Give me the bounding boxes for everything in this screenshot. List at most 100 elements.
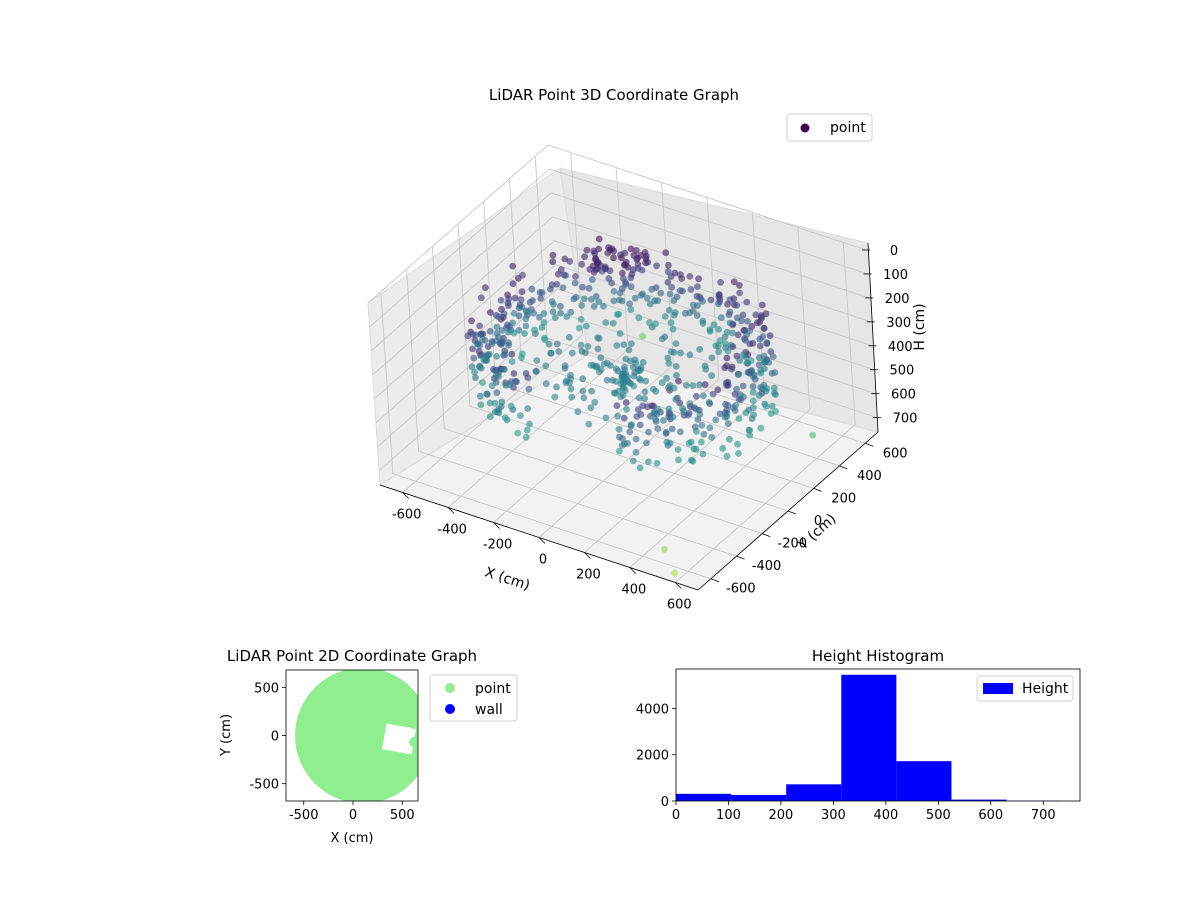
point-3d-157 [762, 402, 770, 410]
point-3d-672 [540, 319, 548, 326]
point-3d-379 [740, 351, 747, 359]
point-3d-554 [536, 313, 543, 321]
point-3d-704 [588, 295, 595, 303]
point-3d-506 [687, 286, 695, 293]
point-3d-582 [665, 306, 673, 314]
point-3d-656 [549, 258, 557, 266]
point-3d-403 [677, 349, 684, 357]
y-tick-label-3d-1: -400 [752, 559, 782, 574]
point-3d-702 [562, 272, 570, 279]
point-3d-480 [715, 293, 723, 300]
point-3d-427 [568, 349, 576, 357]
point-3d-563 [690, 301, 697, 309]
ticks-2d: -500 0 500 -500 0 500 [249, 681, 414, 823]
point-3d-205 [517, 412, 524, 419]
point-3d-175 [749, 397, 757, 405]
point-3d-394 [464, 332, 472, 340]
x-tick-label-hist-5: 500 [926, 808, 951, 823]
point-3d-10 [629, 457, 637, 465]
point-3d-500 [565, 333, 573, 341]
ticks-hist: 0 100 200 300 400 500 600 700 0 2000 4000 [636, 702, 1056, 823]
point-3d-54 [633, 413, 641, 420]
histogram-bar-2 [786, 784, 842, 801]
point-3d-336 [752, 311, 760, 319]
point-3d-479 [508, 358, 516, 365]
y-tick-3d-4 [813, 488, 822, 492]
point-3d-709 [577, 316, 585, 323]
point-3d-66 [666, 439, 674, 447]
point-3d-199 [641, 388, 649, 396]
point-3d-259 [567, 385, 575, 393]
point-3d-463 [658, 335, 666, 343]
point-3d-302 [612, 378, 620, 385]
histogram-bar-3 [841, 674, 897, 801]
point-3d-624 [666, 290, 674, 298]
point-3d-662 [509, 262, 517, 270]
point-3d-131 [735, 415, 743, 422]
point-3d-173 [771, 389, 778, 397]
point-3d-654 [633, 247, 640, 254]
point-3d-708 [595, 298, 603, 306]
point-3d-27 [632, 435, 640, 443]
point-3d-424 [468, 363, 476, 371]
point-3d-419 [501, 351, 509, 358]
point-3d-536 [676, 271, 684, 278]
point-3d-691 [566, 258, 574, 265]
point-3d-120 [732, 401, 740, 409]
point-3d-371 [664, 354, 672, 362]
point-3d-91 [693, 428, 700, 435]
point-3d-56 [624, 439, 631, 447]
point-3d-275 [736, 356, 744, 364]
point-3d-320 [702, 365, 710, 373]
point-3d-483 [693, 312, 701, 319]
point-3d-73 [726, 435, 733, 443]
point-3d-410 [733, 314, 741, 322]
point-3d-705 [595, 235, 603, 243]
point-3d-324 [491, 399, 499, 407]
point-3d-14 [675, 456, 682, 464]
point-3d-168 [672, 396, 680, 403]
point-3d-215 [591, 398, 599, 406]
legend-2d-label-point: point [475, 681, 511, 697]
point-3d-258 [658, 379, 666, 387]
point-3d-530 [505, 295, 513, 303]
point-3d-685 [627, 306, 635, 313]
point-3d-72 [734, 440, 741, 448]
point-3d-590 [671, 309, 679, 316]
point-3d-228 [771, 369, 779, 376]
point-3d-693 [634, 264, 642, 272]
point-3d-502 [706, 328, 714, 335]
point-3d-366 [727, 342, 735, 349]
point-3d-156 [755, 391, 763, 399]
point-3d-698 [580, 295, 588, 303]
point-3d-16 [645, 458, 652, 466]
point-3d-321 [477, 401, 485, 409]
point-3d-361 [532, 367, 540, 375]
point-3d-675 [635, 314, 643, 322]
point-3d-240 [508, 350, 516, 358]
chart-3d: LiDAR Point 3D Coordinate Graph -600 -400… [367, 86, 928, 613]
point-3d-63 [613, 402, 621, 409]
point-3d-74 [692, 445, 700, 453]
point-3d-144 [650, 410, 658, 417]
y-tick-3d-1 [736, 555, 745, 560]
x-tick-3d-6 [675, 582, 682, 589]
point-3d-653 [610, 297, 618, 305]
point-3d-413 [715, 348, 722, 356]
point-3d-489 [717, 279, 724, 286]
point-3d-659 [557, 266, 565, 274]
point-3d-637 [664, 268, 672, 275]
point-3d-222 [749, 388, 757, 396]
point-3d-607 [541, 334, 548, 342]
point-3d-551 [509, 280, 517, 288]
point-3d-12 [689, 457, 697, 465]
point-3d-517 [479, 336, 486, 344]
point-3d-423 [479, 379, 486, 386]
point-3d-344 [469, 345, 476, 353]
point-3d-465 [716, 337, 724, 344]
point-3d-87 [616, 447, 623, 455]
point-3d-684 [551, 314, 559, 322]
point-3d-529 [518, 288, 526, 296]
point-3d-677 [563, 313, 571, 320]
